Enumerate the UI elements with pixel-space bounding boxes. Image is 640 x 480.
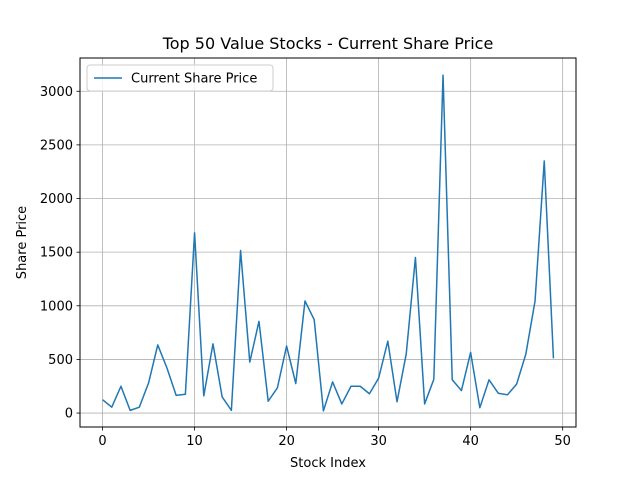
y-tick-label: 2500 — [40, 138, 73, 153]
y-axis-title: Share Price — [15, 206, 30, 279]
x-axis-title: Stock Index — [290, 456, 366, 471]
y-tick-label: 1000 — [40, 299, 73, 314]
series-line — [102, 74, 555, 412]
chart-title: Top 50 Value Stocks - Current Share Pric… — [162, 34, 494, 53]
legend-label: Current Share Price — [131, 72, 257, 87]
series-layer — [102, 74, 555, 412]
x-tick-label: 0 — [98, 434, 106, 449]
y-tick-label: 3000 — [40, 85, 73, 100]
x-tick-label: 40 — [462, 434, 479, 449]
y-axis-ticks: 0 500 1000 1500 2000 2500 3000 — [40, 85, 80, 422]
legend: Current Share Price — [86, 64, 274, 92]
x-tick-label: 20 — [278, 434, 295, 449]
x-tick-label: 50 — [554, 434, 571, 449]
x-tick-label: 10 — [186, 434, 203, 449]
y-gridlines — [80, 90, 576, 414]
y-tick-label: 0 — [65, 407, 73, 422]
x-tick-label: 30 — [370, 434, 387, 449]
legend-box — [86, 64, 274, 92]
y-tick-label: 1500 — [40, 246, 73, 261]
plot-frame — [79, 57, 577, 428]
y-tick-label: 2000 — [40, 192, 73, 207]
y-tick-label: 500 — [48, 353, 73, 368]
x-axis-ticks: 0 10 20 30 40 50 — [98, 427, 571, 449]
